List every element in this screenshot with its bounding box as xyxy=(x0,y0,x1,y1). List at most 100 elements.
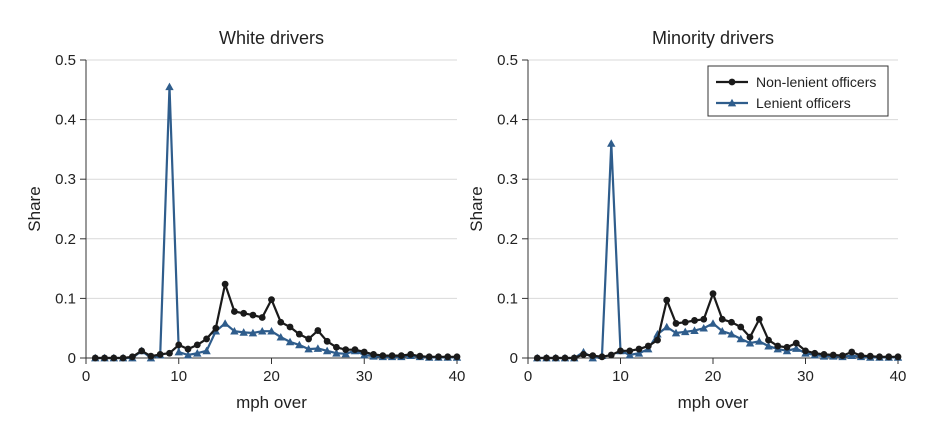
data-point xyxy=(598,353,606,361)
data-point xyxy=(101,354,108,362)
data-point xyxy=(662,322,671,331)
legend-marker xyxy=(727,98,737,107)
y-axis-label: Share xyxy=(467,186,486,231)
x-tick-label: 0 xyxy=(524,368,532,385)
data-point xyxy=(543,354,550,362)
data-point xyxy=(184,345,192,353)
data-point xyxy=(580,351,587,358)
data-point xyxy=(792,339,800,347)
data-point xyxy=(607,351,615,359)
data-point xyxy=(258,326,267,335)
data-point xyxy=(183,350,193,359)
data-point xyxy=(755,337,764,345)
data-point xyxy=(876,353,883,361)
data-point xyxy=(305,335,312,343)
data-point xyxy=(625,350,634,359)
data-point xyxy=(119,354,127,362)
data-point xyxy=(193,341,201,349)
data-point xyxy=(230,326,239,335)
data-point xyxy=(774,342,782,350)
data-point xyxy=(147,352,155,360)
data-point xyxy=(699,324,708,332)
x-tick-label: 40 xyxy=(890,368,907,385)
data-point xyxy=(341,349,350,358)
data-point xyxy=(663,296,671,304)
data-point xyxy=(848,348,856,356)
data-point xyxy=(174,347,183,356)
x-tick-label: 0 xyxy=(82,368,90,385)
data-point xyxy=(607,139,616,147)
legend-marker xyxy=(728,78,736,86)
data-point xyxy=(765,336,772,344)
data-point xyxy=(407,351,415,358)
data-point xyxy=(295,330,303,338)
data-point xyxy=(561,354,569,362)
y-tick-label: 0.5 xyxy=(497,52,518,69)
data-point xyxy=(681,327,690,336)
data-point xyxy=(866,352,874,360)
data-point xyxy=(276,332,285,341)
data-point xyxy=(885,353,893,361)
data-point xyxy=(737,323,745,331)
data-point xyxy=(166,349,173,357)
data-point xyxy=(286,323,294,331)
y-tick-label: 0.4 xyxy=(497,112,518,129)
data-point xyxy=(138,347,146,355)
data-point xyxy=(691,317,698,324)
data-point xyxy=(416,352,424,360)
x-tick-label: 10 xyxy=(612,368,629,385)
data-point xyxy=(820,351,828,358)
data-point xyxy=(370,351,377,358)
legend: Non-lenient officers Lenient officers xyxy=(707,65,889,117)
y-tick-label: 0.3 xyxy=(497,171,518,188)
data-point xyxy=(728,318,735,326)
chart-panel-1: 0 0.1 0.2 0.3 0.4 0.5 0 10 20 30 40 White drivers mp… xyxy=(25,28,465,412)
data-point xyxy=(314,327,322,334)
data-point xyxy=(718,326,727,335)
data-point xyxy=(277,318,285,326)
data-point xyxy=(221,280,229,288)
legend-label: Lenient officers xyxy=(756,95,851,111)
data-point xyxy=(792,344,801,352)
x-tick-label: 40 xyxy=(449,368,466,385)
data-point xyxy=(635,345,643,353)
y-tick-label: 0.2 xyxy=(55,231,76,248)
data-point xyxy=(811,349,819,357)
data-point xyxy=(249,311,257,319)
data-point xyxy=(708,319,718,327)
data-point xyxy=(671,328,681,337)
series-line-non-lenient xyxy=(95,283,457,360)
data-point xyxy=(193,349,202,357)
data-point xyxy=(313,344,323,352)
y-tick-label: 0.2 xyxy=(497,231,518,248)
data-point xyxy=(783,343,791,351)
data-point xyxy=(388,352,396,360)
data-point xyxy=(202,346,211,355)
legend-label: Non-lenient officers xyxy=(756,74,876,90)
data-point xyxy=(239,328,248,336)
data-point xyxy=(617,347,624,355)
data-point xyxy=(268,296,275,303)
data-point xyxy=(745,338,755,347)
data-point xyxy=(323,337,331,345)
y-tick-label: 0.1 xyxy=(55,290,76,307)
data-point xyxy=(425,353,433,361)
x-tick-label: 30 xyxy=(356,368,373,385)
data-point xyxy=(91,354,99,362)
data-point xyxy=(672,320,680,327)
data-point xyxy=(857,352,865,360)
data-point xyxy=(746,333,754,341)
data-point xyxy=(709,290,717,298)
y-tick-label: 0.5 xyxy=(55,52,76,69)
data-point xyxy=(700,315,708,323)
data-point xyxy=(736,334,745,343)
data-point xyxy=(295,340,304,349)
data-point xyxy=(240,309,248,317)
data-point xyxy=(332,349,341,357)
data-point xyxy=(444,353,452,361)
y-axis-label: Share xyxy=(25,186,44,231)
x-tick-label: 10 xyxy=(170,368,187,385)
data-point xyxy=(839,352,846,360)
data-point xyxy=(110,354,118,362)
